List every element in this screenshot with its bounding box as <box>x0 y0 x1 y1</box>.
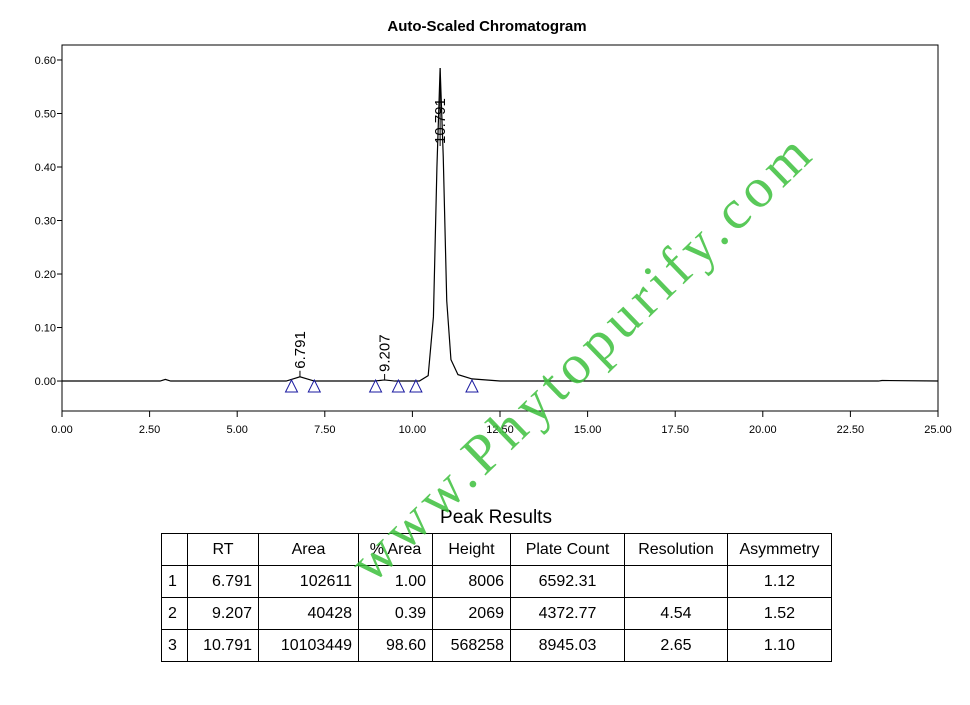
baseline-marker <box>307 378 322 393</box>
table-cell: 2 <box>161 597 188 630</box>
x-tick-label: 12.50 <box>486 424 514 436</box>
baseline-marker <box>391 378 406 393</box>
table-cell: 0.39 <box>358 597 433 630</box>
x-tick-label: 22.50 <box>837 424 865 436</box>
table-row: 2 9.207 40428 0.39 2069 4372.77 4.54 1.52 <box>161 597 832 630</box>
x-tick-label: 0.00 <box>51 424 72 436</box>
table-cell: 98.60 <box>358 629 433 662</box>
chart: Auto-Scaled Chromatogram 0.00 0.10 0.20 0.3… <box>35 18 952 436</box>
table-cell: 2.65 <box>624 629 728 662</box>
x-tick-label: 10.00 <box>399 424 427 436</box>
table-cell: 40428 <box>258 597 359 630</box>
table-cell: 1.52 <box>727 597 832 630</box>
table-cell: 102611 <box>258 565 359 598</box>
table-cell: 3 <box>161 629 188 662</box>
table-cell: 4372.77 <box>510 597 625 630</box>
table-cell: 1.12 <box>727 565 832 598</box>
table-cell: 9.207 <box>187 597 259 630</box>
header-row: RT Area% Area Height Plate Count Resolution A… <box>161 533 832 566</box>
table-cell: % Area <box>358 533 433 566</box>
table-cell: Area <box>258 533 359 566</box>
table-cell: 8945.03 <box>510 629 625 662</box>
y-tick-label: 0.60 <box>35 55 56 67</box>
y-tick-label: 0.30 <box>35 216 56 228</box>
chromatogram-line <box>62 67 939 382</box>
baseline-marker <box>465 378 479 393</box>
table-cell: 1.00 <box>358 565 433 598</box>
baseline-marker <box>368 378 383 393</box>
table-title: Peak Results <box>440 507 552 528</box>
x-tick-label: 5.00 <box>226 424 247 436</box>
table-cell: RT <box>187 533 259 566</box>
table-cell: Height <box>432 533 511 566</box>
table-row: 1 6.791 102611 1.00 8006 6592.31 1.12 <box>161 565 832 598</box>
table-cell: 8006 <box>432 565 511 598</box>
peak-label: 9.207 <box>377 334 394 372</box>
x-tick-label: 2.50 <box>139 424 160 436</box>
y-tick-label: 0.50 <box>35 108 56 120</box>
chart-title: Auto-Scaled Chromatogram <box>387 18 586 35</box>
x-tick-label: 25.00 <box>924 424 952 436</box>
y-tick-label: 0.10 <box>35 323 56 335</box>
table-cell: 10103449 <box>258 629 359 662</box>
table-cell: Resolution <box>624 533 728 566</box>
table-cell: Plate Count <box>510 533 625 566</box>
table-cell: Asymmetry <box>727 533 832 566</box>
table-cell: 6592.31 <box>510 565 625 598</box>
table-cell: 568258 <box>432 629 511 662</box>
table-cell <box>161 533 188 566</box>
table-cell: 1.10 <box>727 629 832 662</box>
table-cell <box>624 565 728 598</box>
table-cell: 4.54 <box>624 597 728 630</box>
table-cell: 10.791 <box>187 629 259 662</box>
baseline-marker <box>284 378 299 393</box>
peak-label: 6.791 <box>292 331 309 369</box>
y-tick-label: 0.40 <box>35 162 56 174</box>
table-cell: 1 <box>161 565 188 598</box>
peak-label: 10.791 <box>432 98 449 144</box>
baseline-marker <box>409 378 423 393</box>
y-tick-label: 0.00 <box>35 376 56 388</box>
table-row: 3 10.791 10103449 98.60 568258 8945.03 2.65 1.1… <box>161 629 832 662</box>
plot-frame <box>61 44 939 412</box>
x-tick-label: 17.50 <box>661 424 689 436</box>
x-tick-label: 20.00 <box>749 424 777 436</box>
y-tick-label: 0.20 <box>35 269 56 281</box>
table-cell: 6.791 <box>187 565 259 598</box>
x-tick-label: 15.00 <box>574 424 602 436</box>
table-cell: 2069 <box>432 597 511 630</box>
x-tick-label: 7.50 <box>314 424 335 436</box>
results-table: RT Area% Area Height Plate Count Resolution A… <box>161 533 832 662</box>
